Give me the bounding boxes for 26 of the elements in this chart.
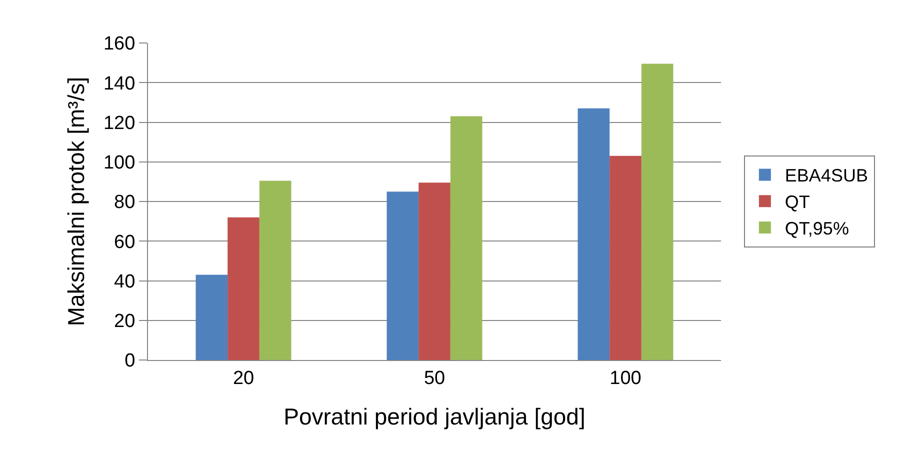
bar [228, 217, 260, 360]
y-tick-label: 160 [103, 34, 136, 55]
bar [196, 274, 228, 360]
legend-label: EBA4SUB [784, 166, 868, 186]
y-axis-title: Maksimalni protok [m³/s] [62, 76, 89, 326]
x-tick-label: 100 [610, 368, 642, 389]
y-tick-label: 0 [124, 350, 136, 372]
bar [641, 64, 674, 360]
x-tick-label: 50 [424, 368, 446, 389]
bar [578, 108, 610, 360]
legend-label: QT [784, 192, 810, 212]
legend-label: QT,95% [784, 218, 849, 239]
x-tick-label: 20 [232, 368, 254, 389]
bar [386, 192, 419, 360]
y-tick-label: 100 [103, 152, 136, 174]
y-tick-label: 60 [114, 232, 136, 253]
y-tick-label: 80 [114, 192, 136, 214]
y-tick-label: 40 [114, 271, 136, 292]
x-axis-title: Povratni period javljanja [god] [284, 403, 586, 430]
bar [418, 182, 450, 360]
y-tick-label: 140 [103, 73, 136, 94]
bar [450, 116, 482, 360]
y-tick-label: 120 [103, 112, 136, 134]
y-tick-label: 20 [114, 311, 136, 332]
bar [259, 180, 292, 360]
bar [610, 156, 642, 360]
